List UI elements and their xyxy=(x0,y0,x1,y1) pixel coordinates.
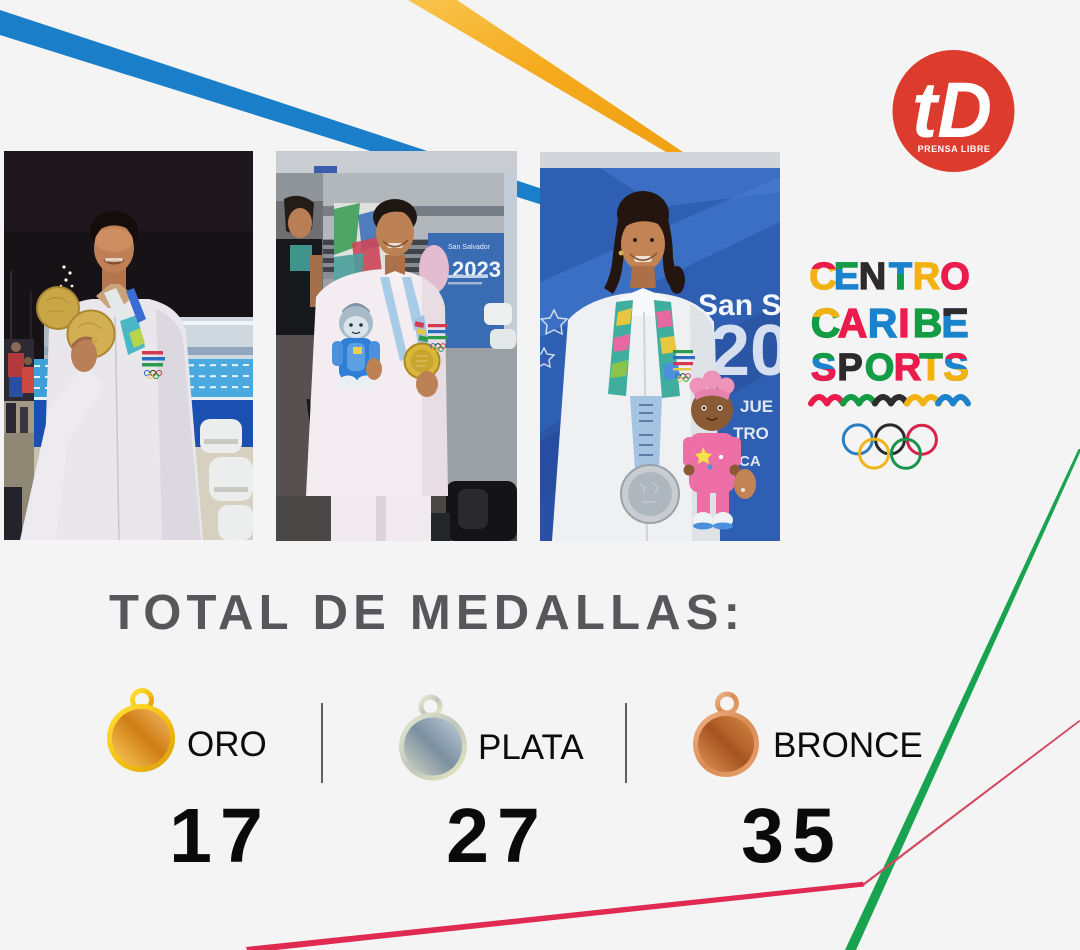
svg-text:I: I xyxy=(898,300,909,346)
svg-text:R: R xyxy=(868,300,898,346)
svg-text:E: E xyxy=(834,256,859,298)
svg-text:S: S xyxy=(943,347,968,389)
svg-text:C: C xyxy=(809,256,836,298)
svg-text:R: R xyxy=(913,256,940,298)
svg-text:S: S xyxy=(811,347,836,389)
svg-text:ORO: ORO xyxy=(187,725,267,764)
svg-text:E: E xyxy=(941,300,968,346)
svg-text:R: R xyxy=(894,347,921,389)
svg-text:N: N xyxy=(859,256,886,298)
svg-text:BRONCE: BRONCE xyxy=(773,726,923,765)
svg-text:C: C xyxy=(811,300,841,346)
svg-text:35: 35 xyxy=(741,793,843,879)
svg-text:T: T xyxy=(889,256,912,298)
svg-text:TRO: TRO xyxy=(733,424,769,443)
svg-text:E: E xyxy=(941,300,968,346)
svg-text:tD: tD xyxy=(912,67,992,155)
svg-text:O: O xyxy=(865,347,895,389)
svg-text:27: 27 xyxy=(446,793,548,879)
svg-text:S: S xyxy=(811,347,836,389)
svg-text:PLATA: PLATA xyxy=(478,728,584,767)
svg-text:San Salvador: San Salvador xyxy=(448,244,491,251)
svg-text:T: T xyxy=(889,256,912,298)
svg-text:C: C xyxy=(809,256,836,298)
svg-text:P: P xyxy=(837,347,862,389)
svg-text:S: S xyxy=(811,347,836,389)
svg-text:T: T xyxy=(919,347,942,389)
svg-text:PRENSA LIBRE: PRENSA LIBRE xyxy=(918,144,991,154)
svg-text:JUE: JUE xyxy=(740,397,773,416)
svg-text:E: E xyxy=(834,256,859,298)
svg-text:17: 17 xyxy=(169,793,271,879)
svg-text:C: C xyxy=(811,300,841,346)
svg-text:A: A xyxy=(838,300,868,346)
svg-text:T: T xyxy=(919,347,942,389)
svg-text:20: 20 xyxy=(710,311,780,391)
svg-text:S: S xyxy=(943,347,968,389)
svg-text:S: S xyxy=(943,347,968,389)
svg-text:B: B xyxy=(913,300,943,346)
svg-text:O: O xyxy=(940,256,970,298)
svg-text:San S: San S xyxy=(698,289,780,322)
svg-text:2023: 2023 xyxy=(452,257,501,282)
